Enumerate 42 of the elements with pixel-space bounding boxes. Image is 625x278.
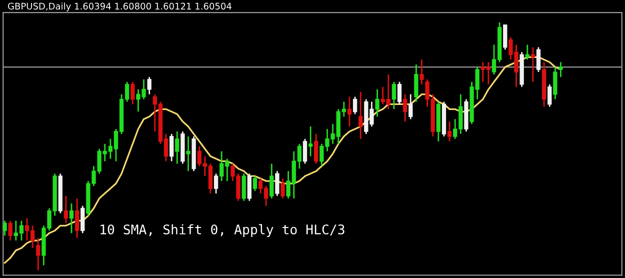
candlestick [175,130,180,164]
annotation: 10 SMA, Shift 0, Apply to HLC/3 [100,224,344,237]
candlestick [270,162,274,200]
candlestick [530,46,536,83]
candlestick [74,198,80,239]
candlestick [247,172,252,202]
candlestick [525,44,530,60]
candlestick [275,170,280,197]
candlestick [186,136,190,172]
candlestick [375,88,380,118]
candlestick [147,76,152,95]
candlestick [252,175,258,192]
candlestick [402,94,408,122]
candlestick [347,96,352,128]
candlestick [8,220,12,242]
candlestick [536,46,541,73]
candlestick [553,66,558,100]
candlestick [548,84,552,108]
candlestick [397,81,402,105]
candlestick [69,202,74,234]
candlestick [358,91,363,140]
candlestick [242,172,246,202]
candlestick [558,61,563,78]
candlestick [352,96,358,115]
candlestick [308,126,313,157]
candlestick [130,81,135,105]
candlestick [392,81,396,110]
candlestick [169,133,174,162]
candlestick [36,237,40,271]
candlestick [314,133,318,164]
candlestick [280,178,285,200]
candlestick [420,58,424,86]
candlestick [408,94,413,120]
candlestick [64,195,68,224]
candlestick [447,120,452,142]
candlestick [302,138,308,164]
chart-title: GBPUSD,Daily 1.60394 1.60800 1.60121 1.60504 [8,2,232,12]
candlestick [214,172,218,194]
candlestick [80,205,85,234]
candlestick [503,24,508,50]
candlestick [3,220,7,236]
candlestick [414,64,418,102]
